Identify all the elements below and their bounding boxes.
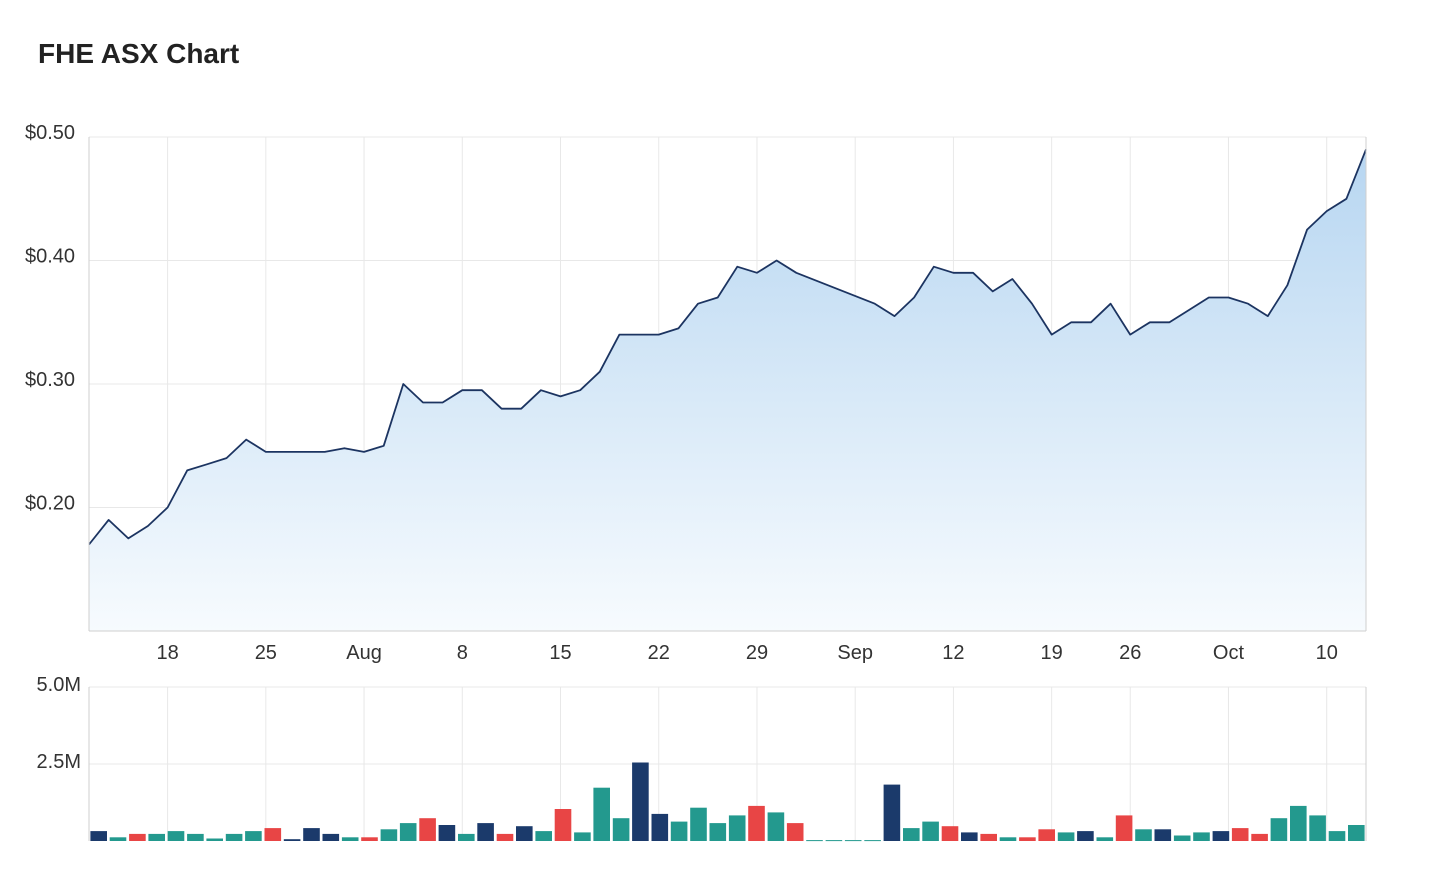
volume-bar <box>961 832 978 841</box>
volume-bar <box>187 833 204 841</box>
date-tick-label: 8 <box>457 642 468 664</box>
volume-bar <box>767 812 785 841</box>
volume-bar <box>903 828 920 841</box>
volume-bar <box>516 826 533 841</box>
date-tick-label: 19 <box>1041 642 1063 664</box>
volume-bar <box>651 813 669 841</box>
volume-bar <box>399 823 417 841</box>
volume-bar <box>1328 831 1346 841</box>
volume-bar <box>419 818 436 841</box>
volume-bar <box>361 837 378 841</box>
date-tick-label: 18 <box>156 642 178 664</box>
price-line <box>88 149 1367 546</box>
volume-bar <box>109 837 127 841</box>
volume-bar <box>1173 835 1191 841</box>
date-tick-label: 15 <box>549 642 571 664</box>
volume-bar <box>496 833 514 841</box>
volume-bar <box>632 762 649 841</box>
axes <box>88 137 1367 841</box>
volume-bar <box>1115 815 1133 841</box>
volume-bar <box>1077 831 1094 841</box>
volume-bar <box>129 833 146 841</box>
volume-bar <box>264 828 282 841</box>
volume-bar <box>883 784 901 841</box>
volume-bar <box>786 823 804 841</box>
price-tick-label: $0.20 <box>25 493 75 515</box>
volume-bar <box>303 828 320 841</box>
volume-bar <box>1038 829 1055 841</box>
volume-bar <box>1057 832 1075 841</box>
volume-bar <box>670 821 688 841</box>
volume-bar <box>922 821 939 841</box>
price-tick-label: $0.30 <box>25 369 75 391</box>
date-tick-label: 12 <box>942 642 964 664</box>
volume-bar <box>728 815 746 841</box>
price-tick-label: $0.40 <box>25 246 75 268</box>
volume-tick-label: 2.5M <box>37 751 81 773</box>
date-axis-labels: 18 25 Aug 8 15 22 29 Sep 12 19 26 Oct 10 <box>156 642 1337 664</box>
volume-bar <box>1270 818 1288 841</box>
volume-bar <box>1096 837 1114 841</box>
volume-bar <box>341 837 359 841</box>
date-tick-label: Oct <box>1213 642 1245 664</box>
volume-bar <box>999 837 1017 841</box>
volume-bar <box>825 840 843 842</box>
volume-tick-label: 5.0M <box>37 674 81 696</box>
volume-bar <box>1019 837 1036 841</box>
volume-bar <box>1251 833 1268 841</box>
volume-bar <box>1193 832 1210 841</box>
date-tick-label: 26 <box>1119 642 1141 664</box>
volume-bar <box>554 809 572 841</box>
volume-bar <box>1231 828 1249 841</box>
date-tick-label: 29 <box>746 642 768 664</box>
volume-bar <box>1135 829 1152 841</box>
volume-bar <box>709 823 727 841</box>
volume-bar <box>844 840 862 842</box>
volume-bar <box>322 833 340 841</box>
volume-bars <box>90 762 1365 842</box>
volume-bar <box>980 833 997 841</box>
price-area <box>88 149 1367 631</box>
volume-bar <box>574 832 591 841</box>
volume-bar <box>1309 815 1326 841</box>
volume-bar <box>612 818 630 841</box>
volume-bar <box>148 833 165 841</box>
volume-bar <box>1290 805 1307 841</box>
price-tick-label: $0.50 <box>25 122 75 144</box>
volume-bar <box>593 787 610 841</box>
date-tick-label: Sep <box>837 642 873 664</box>
volume-bar <box>225 833 243 841</box>
volume-bar <box>380 829 398 841</box>
date-tick-label: 25 <box>255 642 277 664</box>
date-tick-label: Aug <box>346 642 382 664</box>
volume-bar <box>1212 831 1230 841</box>
volume-bar <box>458 833 475 841</box>
volume-bar <box>283 839 301 841</box>
volume-bar <box>90 831 107 841</box>
volume-bar <box>1154 829 1172 841</box>
price-area-fill <box>89 149 1366 631</box>
volume-bar <box>864 840 881 842</box>
volume-axis-labels: 5.0M 2.5M <box>37 674 81 773</box>
volume-gridlines <box>89 686 1366 841</box>
date-tick-label: 22 <box>648 642 670 664</box>
volume-bar <box>806 840 823 842</box>
volume-bar <box>535 831 552 841</box>
volume-bar <box>748 805 765 841</box>
volume-bar <box>1348 825 1365 841</box>
volume-bar <box>941 826 959 841</box>
volume-bar <box>206 838 223 841</box>
price-axis-labels: $0.50 $0.40 $0.30 $0.20 <box>25 122 75 515</box>
volume-bar <box>690 807 707 841</box>
volume-bar <box>245 831 262 841</box>
date-tick-label: 10 <box>1316 642 1338 664</box>
volume-bar <box>167 831 185 841</box>
volume-bar <box>438 825 456 841</box>
chart-title: FHE ASX Chart <box>38 38 240 69</box>
volume-bar <box>477 823 494 841</box>
